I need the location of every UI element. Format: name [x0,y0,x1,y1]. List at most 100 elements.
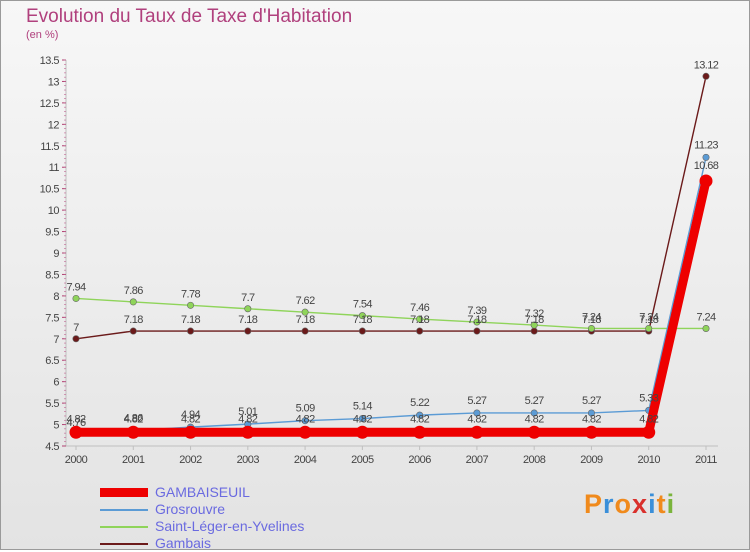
legend-label: GAMBAISEUIL [155,484,250,500]
data-label: 7.18 [525,314,544,326]
chart-title: Evolution du Taux de Taxe d'Habitation [26,6,353,27]
data-label: 5.27 [525,395,544,407]
data-label: 4.82 [353,413,372,425]
data-label: 5.22 [410,397,429,409]
data-point [72,335,80,343]
data-point [187,327,195,335]
x-tick-label: 2010 [637,454,660,466]
series-line [75,156,707,436]
y-tick-label: 8.5 [45,269,59,281]
data-label: 7 [73,322,79,334]
data-label: 7.86 [124,285,143,297]
y-tick-label: 5 [53,420,59,432]
data-point [416,315,424,323]
data-point [301,308,309,316]
data-point [530,409,538,417]
data-label: 7.94 [66,281,85,293]
series-line [71,176,711,437]
x-tick-label: 2011 [695,454,717,466]
legend-swatch [100,526,148,528]
data-point [473,327,481,335]
data-label: 7.24 [582,311,601,323]
data-label: 4.82 [582,413,601,425]
data-label: 7.18 [582,314,601,326]
y-tick-label: 11.5 [40,141,59,153]
data-label: 7.18 [238,314,257,326]
data-point [702,324,710,332]
data-label: 4.82 [410,413,429,425]
data-point [473,409,481,417]
data-label: 4.82 [66,413,85,425]
data-label: 5.27 [467,395,486,407]
data-point [413,425,427,439]
y-tick-label: 9 [53,248,59,260]
logo-letter: r [603,489,615,519]
y-tick-label: 7 [53,334,59,346]
logo-letter: i [648,489,657,519]
data-point [301,327,309,335]
data-point [473,318,481,326]
data-label: 5.27 [582,395,601,407]
data-label: 7.18 [467,314,486,326]
data-point [587,409,595,417]
data-point [129,298,137,306]
logo-letter: x [632,489,649,519]
data-label: 7.39 [467,305,486,317]
data-point [244,305,252,313]
y-tick-label: 9.5 [45,227,59,239]
data-label: 4.82 [525,413,544,425]
data-point [126,425,140,439]
data-label: 4.86 [124,413,143,425]
data-point [702,153,710,161]
y-tick-label: 13 [48,76,60,88]
data-label: 7.32 [525,308,544,320]
data-point [241,425,255,439]
x-tick-label: 2009 [580,454,603,466]
y-tick-label: 5.5 [45,398,59,410]
y-tick-label: 12 [48,119,60,131]
data-point [358,327,366,335]
chart-subtitle: (en %) [26,29,59,41]
proxiti-logo: Proxiti [584,489,675,520]
data-label: 7.54 [353,299,372,311]
data-point [527,425,541,439]
data-label: 11.23 [694,139,718,151]
series-line [75,297,707,330]
data-label: 4.76 [66,417,85,429]
data-label: 5.09 [296,403,315,415]
x-tick-label: 2003 [237,454,260,466]
data-point [530,321,538,329]
data-point [129,327,137,335]
x-tick-label: 2001 [122,454,145,466]
data-label: 7.18 [410,314,429,326]
data-point [72,294,80,302]
logo-letter: t [656,489,667,519]
data-label: 7.18 [353,314,372,326]
data-label: 4.82 [639,413,658,425]
data-label: 4.82 [238,413,257,425]
data-point [699,174,713,188]
data-point [358,312,366,320]
data-label: 4.82 [467,413,486,425]
data-point [358,415,366,423]
logo-letter: i [666,489,676,519]
y-tick-label: 7.5 [45,312,59,324]
data-label: 5.14 [353,401,372,413]
y-tick-label: 8 [53,291,59,303]
data-label: 10.68 [694,160,719,172]
data-label: 7.24 [696,311,715,323]
y-tick-label: 11 [49,162,60,174]
legend-label: Grosrouvre [155,501,226,517]
data-label: 7.18 [296,314,315,326]
data-label: 4.82 [124,413,143,425]
y-tick-label: 10.5 [40,184,60,196]
data-label: 5.01 [238,406,257,418]
x-tick-label: 2005 [351,454,374,466]
y-tick-label: 6.5 [45,355,59,367]
data-point [642,425,656,439]
data-point [244,327,252,335]
data-point [470,425,484,439]
data-label: 7.18 [181,314,200,326]
data-label: 7.62 [296,295,315,307]
